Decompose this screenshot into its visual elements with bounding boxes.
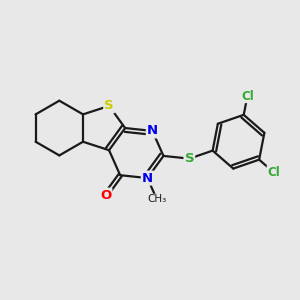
Text: Cl: Cl [241, 89, 254, 103]
Text: Cl: Cl [267, 166, 280, 179]
Text: O: O [100, 189, 111, 202]
Text: S: S [184, 152, 194, 165]
Text: CH₃: CH₃ [147, 194, 167, 204]
Text: N: N [142, 172, 153, 184]
Text: N: N [147, 124, 158, 137]
Text: S: S [104, 99, 114, 112]
